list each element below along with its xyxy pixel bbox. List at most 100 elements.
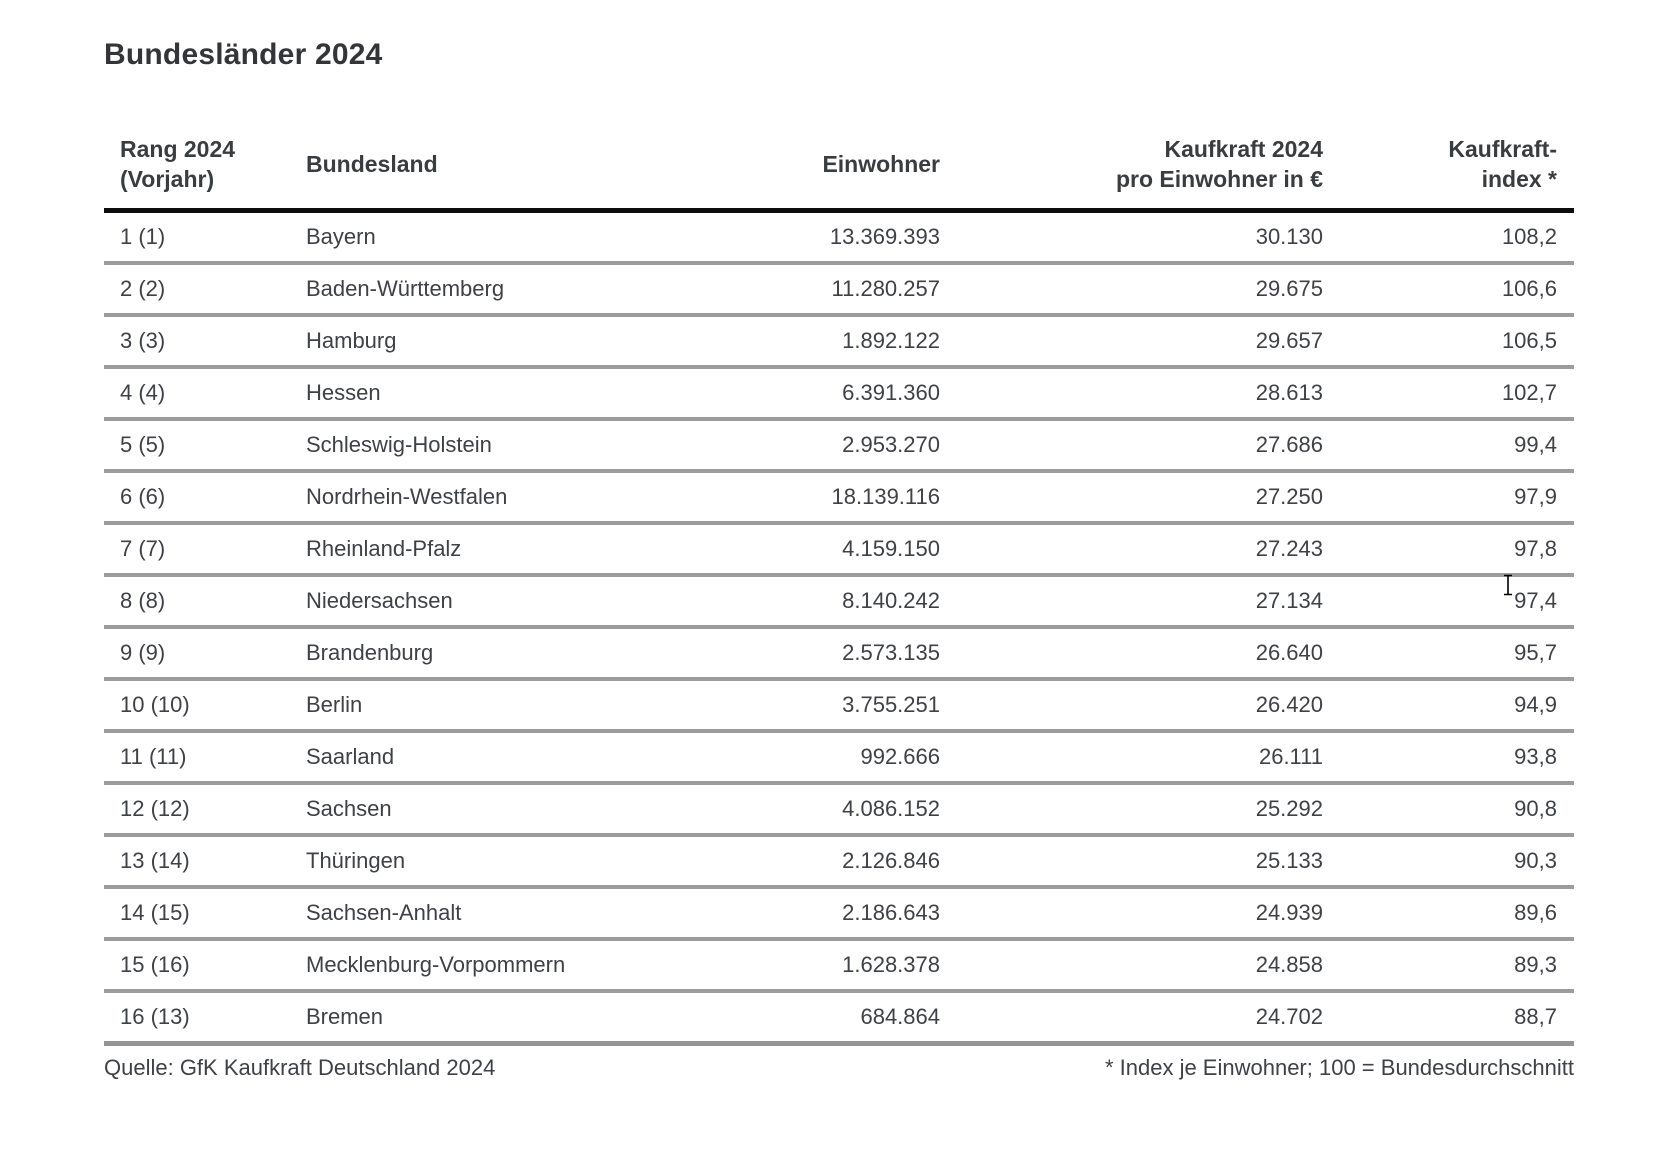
cell-population: 684.864: [660, 991, 944, 1046]
cell-population: 1.628.378: [660, 939, 944, 993]
cell-state: Schleswig-Holstein: [290, 419, 660, 473]
cell-purchasing_power: 27.134: [944, 575, 1327, 629]
table-row: 10 (10) Berlin 3.755.251 26.420 94,9: [104, 679, 1574, 733]
table-row: 5 (5) Schleswig-Holstein 2.953.270 27.686 99…: [104, 419, 1574, 473]
cell-rank: 12 (12): [104, 783, 290, 837]
cell-population: 8.140.242: [660, 575, 944, 629]
cell-index: 97,9: [1327, 471, 1574, 525]
source-note: Quelle: GfK Kaufkraft Deutschland 2024: [104, 1055, 496, 1080]
cell-rank: 8 (8): [104, 575, 290, 629]
column-header-kaufkraft: Kaufkraft 2024 pro Einwohner in €: [944, 128, 1327, 213]
cell-index: 106,6: [1327, 263, 1574, 317]
cell-population: 18.139.116: [660, 471, 944, 525]
cell-purchasing_power: 29.657: [944, 315, 1327, 369]
cell-rank: 7 (7): [104, 523, 290, 577]
table-row: 2 (2) Baden-Württemberg 11.280.257 29.675 10…: [104, 263, 1574, 317]
cell-state: Hamburg: [290, 315, 660, 369]
cell-population: 1.892.122: [660, 315, 944, 369]
cell-state: Mecklenburg-Vorpommern: [290, 939, 660, 993]
cell-purchasing_power: 24.702: [944, 991, 1327, 1046]
column-header-einwohner: Einwohner: [660, 128, 944, 213]
index-footnote: * Index je Einwohner; 100 = Bundesdurchs…: [1104, 1055, 1574, 1080]
cell-rank: 3 (3): [104, 315, 290, 369]
cell-purchasing_power: 24.939: [944, 887, 1327, 941]
cell-purchasing_power: 25.133: [944, 835, 1327, 889]
cell-rank: 10 (10): [104, 679, 290, 733]
cell-state: Brandenburg: [290, 627, 660, 681]
cell-rank: 2 (2): [104, 263, 290, 317]
table-row: 6 (6) Nordrhein-Westfalen 18.139.116 27.250…: [104, 471, 1574, 525]
cell-index: 89,6: [1327, 887, 1574, 941]
table-row: 11 (11) Saarland 992.666 26.111 93,8: [104, 731, 1574, 785]
cell-index: 108,2: [1327, 210, 1574, 265]
cell-population: 3.755.251: [660, 679, 944, 733]
cell-population: 4.086.152: [660, 783, 944, 837]
cell-index: 102,7: [1327, 367, 1574, 421]
cell-index: 90,8: [1327, 783, 1574, 837]
cell-population: 4.159.150: [660, 523, 944, 577]
cell-state: Berlin: [290, 679, 660, 733]
cell-state: Sachsen-Anhalt: [290, 887, 660, 941]
cell-rank: 9 (9): [104, 627, 290, 681]
cell-population: 2.573.135: [660, 627, 944, 681]
cell-rank: 14 (15): [104, 887, 290, 941]
cell-purchasing_power: 26.420: [944, 679, 1327, 733]
cell-population: 992.666: [660, 731, 944, 785]
cell-purchasing_power: 27.243: [944, 523, 1327, 577]
table-row: 3 (3) Hamburg 1.892.122 29.657 106,5: [104, 315, 1574, 369]
page-title: Bundesländer 2024: [104, 38, 383, 71]
cell-purchasing_power: 28.613: [944, 367, 1327, 421]
cell-purchasing_power: 25.292: [944, 783, 1327, 837]
cell-purchasing_power: 27.250: [944, 471, 1327, 525]
cell-rank: 16 (13): [104, 991, 290, 1046]
table-row: 13 (14) Thüringen 2.126.846 25.133 90,3: [104, 835, 1574, 889]
table-row: 4 (4) Hessen 6.391.360 28.613 102,7: [104, 367, 1574, 421]
cell-population: 2.186.643: [660, 887, 944, 941]
cell-state: Niedersachsen: [290, 575, 660, 629]
table-row: 9 (9) Brandenburg 2.573.135 26.640 95,7: [104, 627, 1574, 681]
cell-state: Bayern: [290, 210, 660, 265]
column-header-kaufkraftindex: Kaufkraft- index *: [1327, 128, 1574, 213]
column-header-rang: Rang 2024 (Vorjahr): [104, 128, 290, 213]
cell-state: Thüringen: [290, 835, 660, 889]
cell-rank: 11 (11): [104, 731, 290, 785]
cell-purchasing_power: 26.640: [944, 627, 1327, 681]
cell-state: Hessen: [290, 367, 660, 421]
cell-index: 106,5: [1327, 315, 1574, 369]
cell-index: 95,7: [1327, 627, 1574, 681]
cell-state: Baden-Württemberg: [290, 263, 660, 317]
cell-index: 94,9: [1327, 679, 1574, 733]
cell-population: 6.391.360: [660, 367, 944, 421]
column-header-bundesland: Bundesland: [290, 128, 660, 213]
table-row: 16 (13) Bremen 684.864 24.702 88,7: [104, 991, 1574, 1046]
table-row: 7 (7) Rheinland-Pfalz 4.159.150 27.243 97,8: [104, 523, 1574, 577]
cell-index: 99,4: [1327, 419, 1574, 473]
cell-rank: 6 (6): [104, 471, 290, 525]
cell-state: Bremen: [290, 991, 660, 1046]
table-row: 8 (8) Niedersachsen 8.140.242 27.134 97,4: [104, 575, 1574, 629]
document-page: Bundesländer 2024 Rang 2024 (Vorjahr) Bu…: [0, 38, 1656, 1158]
cell-population: 2.126.846: [660, 835, 944, 889]
cell-rank: 13 (14): [104, 835, 290, 889]
cell-population: 13.369.393: [660, 210, 944, 265]
bundeslaender-table: Rang 2024 (Vorjahr) Bundesland Einwohner…: [104, 128, 1574, 1046]
cell-state: Rheinland-Pfalz: [290, 523, 660, 577]
cell-population: 11.280.257: [660, 263, 944, 317]
table-footer: Quelle: GfK Kaufkraft Deutschland 2024 *…: [104, 1054, 1574, 1082]
table-row: 14 (15) Sachsen-Anhalt 2.186.643 24.939 89,6: [104, 887, 1574, 941]
cell-purchasing_power: 24.858: [944, 939, 1327, 993]
cell-rank: 4 (4): [104, 367, 290, 421]
table-row: 1 (1) Bayern 13.369.393 30.130 108,2: [104, 210, 1574, 265]
cell-rank: 15 (16): [104, 939, 290, 993]
cell-purchasing_power: 27.686: [944, 419, 1327, 473]
cell-state: Nordrhein-Westfalen: [290, 471, 660, 525]
cell-index: 97,8: [1327, 523, 1574, 577]
cell-purchasing_power: 29.675: [944, 263, 1327, 317]
table-header-row: Rang 2024 (Vorjahr) Bundesland Einwohner…: [104, 128, 1574, 213]
table-row: 12 (12) Sachsen 4.086.152 25.292 90,8: [104, 783, 1574, 837]
cell-index: 90,3: [1327, 835, 1574, 889]
cell-population: 2.953.270: [660, 419, 944, 473]
table-row: 15 (16) Mecklenburg-Vorpommern 1.628.378 24…: [104, 939, 1574, 993]
cell-purchasing_power: 26.111: [944, 731, 1327, 785]
cell-rank: 1 (1): [104, 210, 290, 265]
